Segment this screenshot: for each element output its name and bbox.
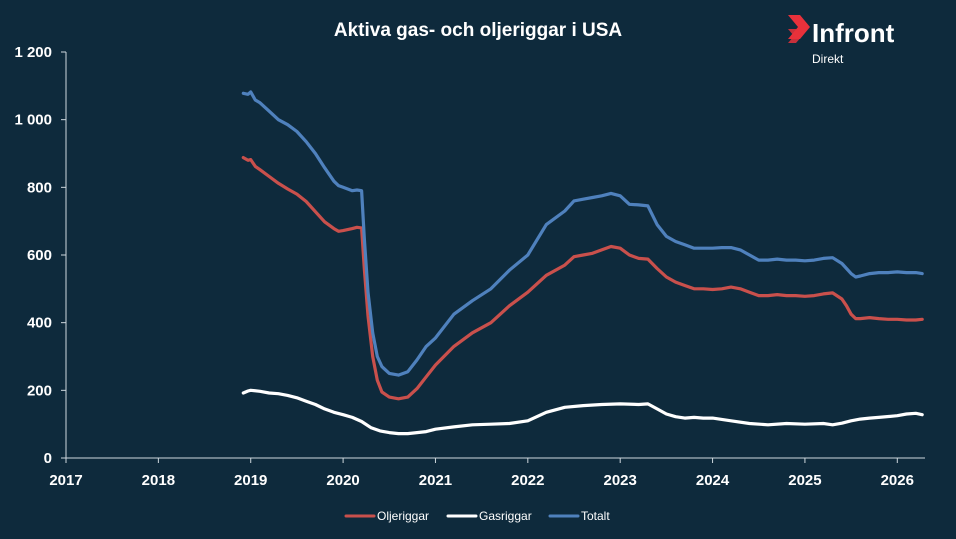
series-lines — [241, 90, 924, 436]
x-tick-label: 2018 — [142, 472, 175, 489]
y-tick-label: 600 — [27, 247, 52, 264]
x-tick-label: 2023 — [604, 472, 637, 489]
x-tick-label: 2019 — [234, 472, 267, 489]
chart-title: Aktiva gas- och oljeriggar i USA — [334, 20, 623, 41]
x-tick-label: 2020 — [326, 472, 359, 489]
x-tick-label: 2026 — [881, 472, 914, 489]
y-tick-label: 400 — [27, 315, 52, 332]
y-tick-label: 800 — [27, 179, 52, 196]
infront-logo: Infront Direkt — [788, 15, 895, 66]
x-tick-label: 2024 — [696, 472, 730, 489]
y-tick-label: 200 — [27, 382, 52, 399]
y-tick-label: 0 — [44, 450, 52, 467]
series-line-totalt — [241, 90, 924, 377]
brand-name: Infront — [812, 18, 895, 48]
brand-subtitle: Direkt — [812, 52, 844, 66]
legend: Oljeriggar Gasriggar Totalt — [344, 509, 610, 523]
x-tick-label: 2022 — [511, 472, 544, 489]
y-tick-label: 1 200 — [14, 44, 52, 61]
series-line-oljeriggar — [241, 156, 924, 401]
x-tick-label: 2021 — [419, 472, 452, 489]
logo-mark-lower-icon — [788, 29, 802, 43]
series-line-gasriggar — [241, 388, 924, 436]
x-tick-label: 2017 — [49, 472, 82, 489]
y-tick-label: 1 000 — [14, 112, 52, 129]
legend-label: Totalt — [581, 509, 610, 523]
legend-label: Gasriggar — [479, 509, 532, 523]
y-axis-ticks: 0 200 400 600 800 1 000 1 200 — [14, 44, 66, 467]
x-tick-label: 2025 — [788, 472, 821, 489]
legend-label: Oljeriggar — [377, 509, 429, 523]
x-axis-ticks: 2017 2018 2019 2020 2021 2022 2023 2024 2025 2026 — [49, 458, 914, 489]
